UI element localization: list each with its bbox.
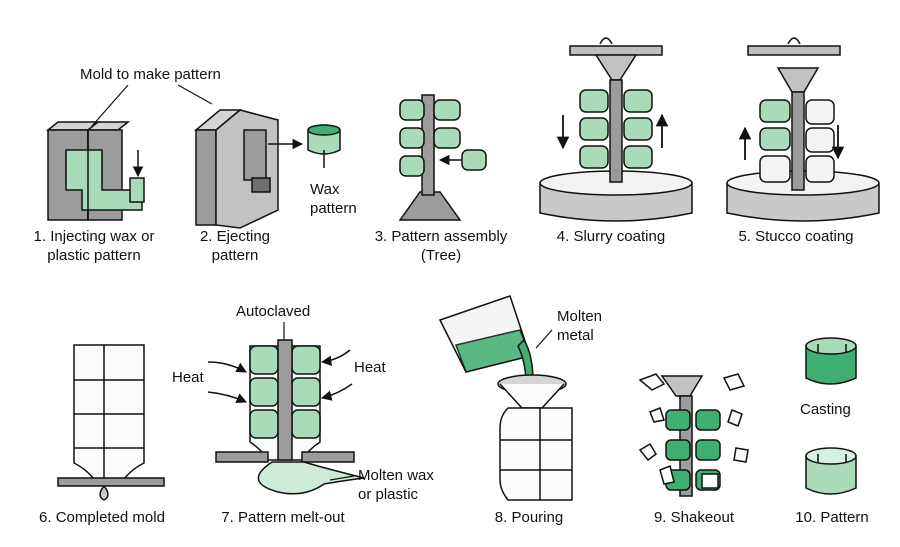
- step-caption-2: 2. Ejecting pattern: [190, 227, 280, 265]
- molten-metal-callout-line: Molten: [557, 308, 603, 325]
- wax-pattern-callout-line: Wax: [310, 181, 340, 198]
- heat-arrow-left-bottom: [207, 391, 247, 403]
- step-caption-line: 7. Pattern melt-out: [221, 509, 345, 526]
- injection-mold-figure: [45, 121, 145, 221]
- mold-callout: Mold to make pattern: [80, 66, 221, 83]
- step-caption-line: 10. Pattern: [795, 509, 869, 526]
- step-caption-5: 5. Stucco coating: [728, 227, 864, 246]
- mold-leader-line-1: [91, 84, 129, 127]
- step-caption-line: 2. Ejecting: [199, 228, 271, 245]
- molten-metal-callout: Molten metal: [557, 307, 602, 345]
- step-caption-1: 1. Injecting wax or plastic pattern: [20, 227, 168, 265]
- melt-out-figure: [215, 339, 365, 495]
- heat-arrow-left-top: [207, 361, 247, 373]
- heat-left-callout: Heat: [172, 369, 204, 386]
- molten-metal-callout-line: metal: [557, 327, 594, 344]
- molten-wax-callout-line: Molten wax: [358, 467, 434, 484]
- step-caption-7: 7. Pattern melt-out: [208, 508, 358, 527]
- step-caption-3: 3. Pattern assembly (Tree): [362, 227, 520, 265]
- step-caption-8: 8. Pouring: [484, 508, 574, 527]
- step-caption-line: 5. Stucco coating: [738, 228, 854, 245]
- step-caption-line: 3. Pattern assembly: [374, 228, 508, 245]
- molten-metal-leader: [535, 329, 553, 349]
- casting-callout: Casting: [800, 401, 851, 418]
- heat-arrow-right-bottom: [320, 383, 353, 401]
- step-caption-9: 9. Shakeout: [646, 508, 742, 527]
- stucco-coating-figure: [726, 37, 880, 222]
- mold-leader-line-2: [177, 84, 213, 105]
- step-caption-line: 1. Injecting wax or: [33, 228, 155, 245]
- wax-pattern-callout-line: pattern: [310, 200, 357, 217]
- step-caption-line: 6. Completed mold: [39, 509, 165, 526]
- slurry-coating-figure: [539, 37, 693, 222]
- step-caption-line: plastic pattern: [47, 247, 141, 264]
- heat-arrow-right-top: [320, 349, 351, 367]
- step-caption-line: 9. Shakeout: [653, 509, 735, 526]
- ejecting-mold-figure: [193, 109, 279, 229]
- step-caption-line: 4. Slurry coating: [556, 228, 666, 245]
- step-caption-line: pattern: [211, 247, 259, 264]
- pattern-tree-figure: [398, 94, 487, 221]
- step-caption-10: 10. Pattern: [784, 508, 880, 527]
- step-caption-line: 8. Pouring: [494, 509, 564, 526]
- molten-wax-callout-line: or plastic: [358, 486, 419, 503]
- wax-pattern-piece: [307, 124, 341, 168]
- autoclaved-callout: Autoclaved: [236, 303, 311, 320]
- wax-pattern-part: [805, 447, 857, 495]
- step-caption-4: 4. Slurry coating: [546, 227, 676, 246]
- step-caption-line: (Tree): [420, 247, 462, 264]
- step-caption-6: 6. Completed mold: [26, 508, 178, 527]
- shakeout-figure: [638, 373, 749, 497]
- wax-pattern-callout: Wax pattern: [310, 180, 357, 218]
- casting-part: [805, 337, 857, 385]
- completed-mold-figure: [57, 344, 165, 501]
- pouring-figure: [438, 295, 573, 501]
- molten-wax-leader: [329, 475, 355, 481]
- molten-wax-callout: Molten wax or plastic: [358, 466, 434, 504]
- heat-right-callout: Heat: [354, 359, 386, 376]
